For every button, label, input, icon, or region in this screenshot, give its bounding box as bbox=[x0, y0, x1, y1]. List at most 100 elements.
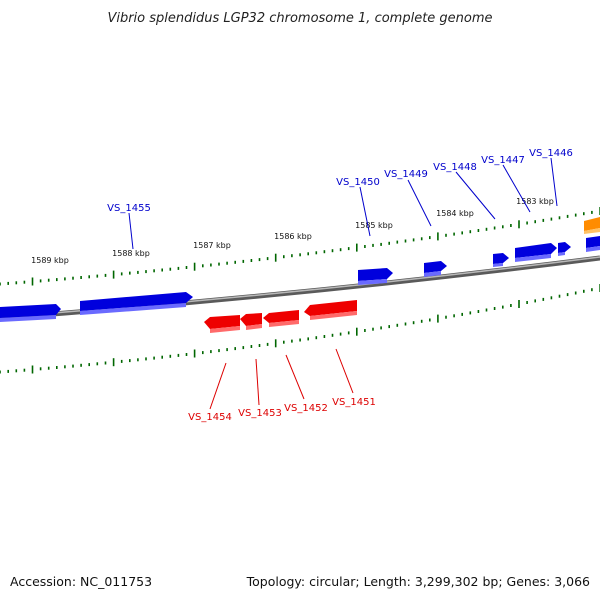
minor-tick bbox=[502, 225, 504, 229]
gene-vs-1454[interactable] bbox=[204, 315, 240, 329]
gene-vs-1452[interactable] bbox=[263, 310, 299, 323]
minor-tick bbox=[169, 267, 172, 271]
minor-tick bbox=[88, 363, 90, 367]
gene-vs-1450[interactable] bbox=[358, 268, 393, 281]
minor-tick bbox=[120, 359, 123, 363]
major-tick bbox=[274, 253, 277, 262]
gene-vs-1451[interactable] bbox=[304, 300, 357, 316]
gene-other-orange[interactable] bbox=[584, 217, 600, 231]
minor-tick bbox=[120, 272, 123, 276]
minor-tick bbox=[323, 335, 326, 338]
minor-tick bbox=[258, 258, 261, 262]
label-vs-1449: VS_1449 bbox=[384, 169, 428, 180]
minor-tick bbox=[47, 278, 50, 282]
minor-tick bbox=[404, 322, 407, 326]
minor-tick bbox=[429, 236, 431, 240]
label-vs-1446: VS_1446 bbox=[529, 148, 573, 159]
gene-vs-1448[interactable] bbox=[493, 253, 509, 264]
minor-tick bbox=[177, 266, 180, 270]
minor-tick bbox=[445, 233, 447, 237]
minor-tick bbox=[315, 251, 318, 255]
minor-tick bbox=[96, 274, 99, 278]
gene-vs-1455[interactable] bbox=[80, 292, 193, 311]
minor-tick bbox=[226, 348, 228, 352]
minor-tick bbox=[485, 227, 488, 231]
label-vs-1451: VS_1451 bbox=[332, 397, 376, 408]
minor-tick bbox=[566, 214, 569, 218]
minor-tick bbox=[307, 252, 309, 256]
gene-vs-1447[interactable] bbox=[515, 243, 557, 258]
gene-vs-1449[interactable] bbox=[424, 261, 447, 273]
label-vs-1448: VS_1448 bbox=[433, 162, 477, 173]
minor-tick bbox=[347, 331, 350, 335]
minor-tick bbox=[453, 314, 455, 318]
minor-tick bbox=[15, 281, 18, 285]
minor-tick bbox=[420, 237, 423, 241]
minor-tick bbox=[574, 213, 577, 217]
gene-forward-edge[interactable] bbox=[586, 236, 600, 248]
minor-tick bbox=[566, 293, 569, 297]
minor-tick bbox=[185, 353, 188, 356]
minor-tick bbox=[242, 259, 245, 263]
minor-tick bbox=[234, 260, 236, 264]
label-vs-1454: VS_1454 bbox=[188, 412, 232, 423]
kbp-label-1583: 1583 kbp bbox=[516, 197, 554, 206]
minor-tick bbox=[104, 273, 107, 277]
major-tick bbox=[31, 365, 34, 374]
minor-tick bbox=[493, 307, 496, 310]
minor-tick bbox=[542, 218, 545, 222]
minor-tick bbox=[372, 327, 374, 331]
kbp-label-1585: 1585 kbp bbox=[355, 221, 393, 230]
minor-tick bbox=[137, 358, 139, 362]
minor-tick bbox=[72, 364, 74, 368]
minor-tick bbox=[145, 357, 147, 361]
minor-tick bbox=[145, 270, 147, 274]
major-tick bbox=[31, 277, 34, 286]
kbp-label-1587: 1587 kbp bbox=[193, 241, 231, 250]
minor-tick bbox=[242, 346, 245, 350]
kbp-label-1589: 1589 kbp bbox=[31, 256, 69, 265]
label-vs-1453: VS_1453 bbox=[238, 408, 282, 419]
minor-tick bbox=[56, 366, 58, 369]
minor-tick bbox=[453, 232, 455, 236]
gene-forward[interactable] bbox=[0, 304, 61, 318]
reverse-tick-marks bbox=[0, 284, 600, 374]
major-tick bbox=[437, 314, 439, 323]
minor-tick bbox=[461, 312, 463, 316]
minor-tick bbox=[137, 270, 139, 274]
minor-tick bbox=[266, 257, 269, 261]
minor-tick bbox=[80, 276, 82, 279]
minor-tick bbox=[331, 333, 334, 337]
minor-tick bbox=[307, 337, 309, 341]
label-vs-1452: VS_1452 bbox=[284, 403, 328, 414]
kbp-label-1586: 1586 kbp bbox=[274, 232, 312, 241]
minor-tick bbox=[388, 325, 390, 329]
minor-tick bbox=[404, 239, 407, 243]
minor-tick bbox=[0, 370, 1, 374]
minor-tick bbox=[323, 250, 326, 254]
minor-tick bbox=[445, 315, 447, 319]
major-tick bbox=[356, 327, 358, 336]
minor-tick bbox=[331, 249, 334, 253]
minor-tick bbox=[380, 326, 382, 330]
gene-vs-1446[interactable] bbox=[558, 242, 571, 253]
major-tick bbox=[274, 339, 277, 348]
minor-tick bbox=[283, 255, 285, 259]
minor-tick bbox=[64, 277, 66, 281]
major-tick bbox=[112, 270, 115, 279]
minor-tick bbox=[396, 240, 399, 244]
minor-tick bbox=[534, 220, 536, 224]
minor-tick bbox=[583, 212, 585, 216]
gene-vs-1453[interactable] bbox=[240, 313, 262, 326]
minor-tick bbox=[96, 362, 99, 366]
minor-tick bbox=[80, 363, 82, 367]
minor-tick bbox=[0, 282, 1, 286]
minor-tick bbox=[591, 210, 593, 214]
minor-tick bbox=[104, 361, 107, 365]
label-vs-1447: VS_1447 bbox=[481, 155, 525, 166]
accession-text: Accession: NC_011753 bbox=[10, 574, 152, 589]
major-tick bbox=[437, 232, 439, 241]
minor-tick bbox=[347, 247, 350, 251]
minor-tick bbox=[469, 311, 472, 315]
forward-genes bbox=[0, 217, 600, 322]
